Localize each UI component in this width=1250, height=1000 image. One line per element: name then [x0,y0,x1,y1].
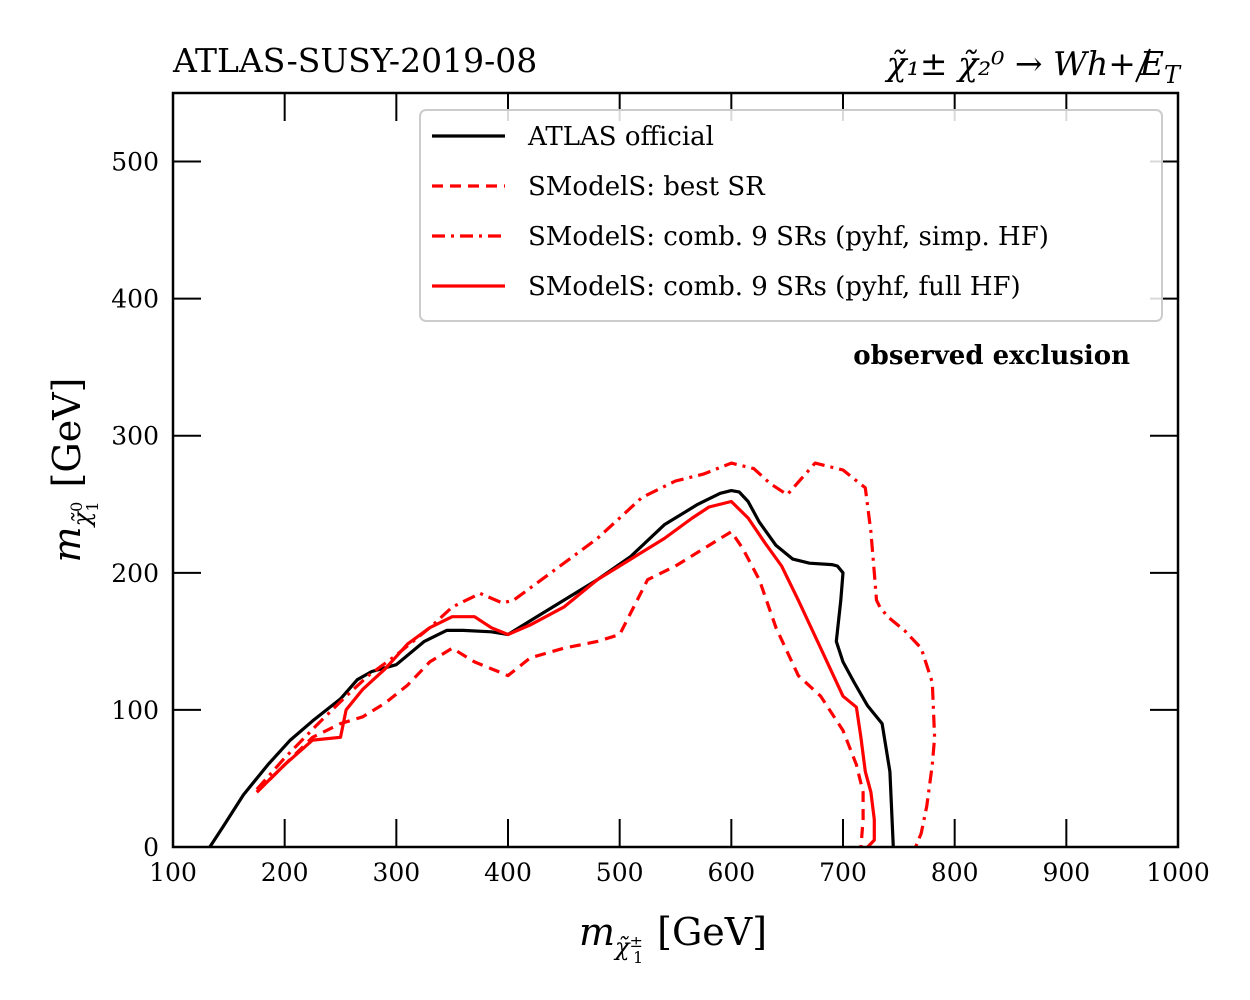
y-axis-sub-sub: 1 [83,501,102,511]
x-tick-label: 700 [819,858,867,887]
x-axis-unit: [GeV] [657,910,767,954]
observed-exclusion-annotation: observed exclusion [853,341,1130,371]
y-tick-label: 300 [111,422,159,451]
title-met-sub: T [1164,61,1182,89]
x-axis-sub-sup: ± [630,932,643,951]
legend-box [419,109,1163,322]
legend-label-4: SModelS: comb. 9 SRs (pyhf, full HF) [528,272,1021,302]
series-line-1 [208,489,895,847]
y-tick-label: 500 [111,148,159,177]
y-tick-label: 200 [111,559,159,588]
series-line-2 [255,530,865,847]
x-tick-label: 900 [1042,858,1090,887]
y-axis-label: mχ̃01 [GeV] [45,378,102,563]
x-tick-label: 500 [596,858,644,887]
series-line-3 [255,461,937,847]
y-axis-sub: χ̃ [68,510,96,528]
legend-entries: ATLAS official SModelS: best SR SModelS: c… [432,122,1049,302]
y-axis-symbol: m [45,526,89,562]
x-axis-symbol: m [579,910,615,954]
series-layer [208,461,937,847]
x-tick-label: 200 [261,858,309,887]
y-axis-unit: [GeV] [45,378,89,488]
legend-label-3: SModelS: comb. 9 SRs (pyhf, simp. HF) [528,222,1049,252]
title-process: χ̃₁± χ̃₂⁰ → Wh+ [885,44,1136,83]
x-tick-label: 1000 [1146,858,1210,887]
legend-label-1: ATLAS official [527,122,714,152]
y-tick-label: 100 [111,696,159,725]
plot-frame [171,91,1180,849]
x-axis-sub-sub: 1 [633,948,643,967]
series-line-4 [255,499,876,847]
x-axis-label: mχ̃± 1 [GeV] [579,910,767,967]
x-axis-sub: χ̃ [613,933,631,961]
y-axis-sub-sup: 0 [67,502,86,512]
x-tick-label: 400 [484,858,532,887]
chart-title-left: ATLAS-SUSY-2019-08 [172,41,537,80]
x-tick-label: 800 [931,858,979,887]
legend: ATLAS official SModelS: best SR SModelS: c… [419,109,1163,322]
y-tick-label: 400 [111,285,159,314]
title-met: E [1139,44,1164,83]
tick-layer: 100 200 300 400 500 600 700 800 900 1000010020030… [111,93,1210,887]
met-slash [1135,48,1151,83]
chart-title-right: χ̃₁± χ̃₂⁰ → Wh+ ET [885,44,1182,89]
x-tick-label: 600 [707,858,755,887]
y-tick-label: 0 [143,833,159,862]
x-tick-label: 300 [372,858,420,887]
legend-label-2: SModelS: best SR [528,172,766,202]
x-tick-label: 100 [149,858,197,887]
